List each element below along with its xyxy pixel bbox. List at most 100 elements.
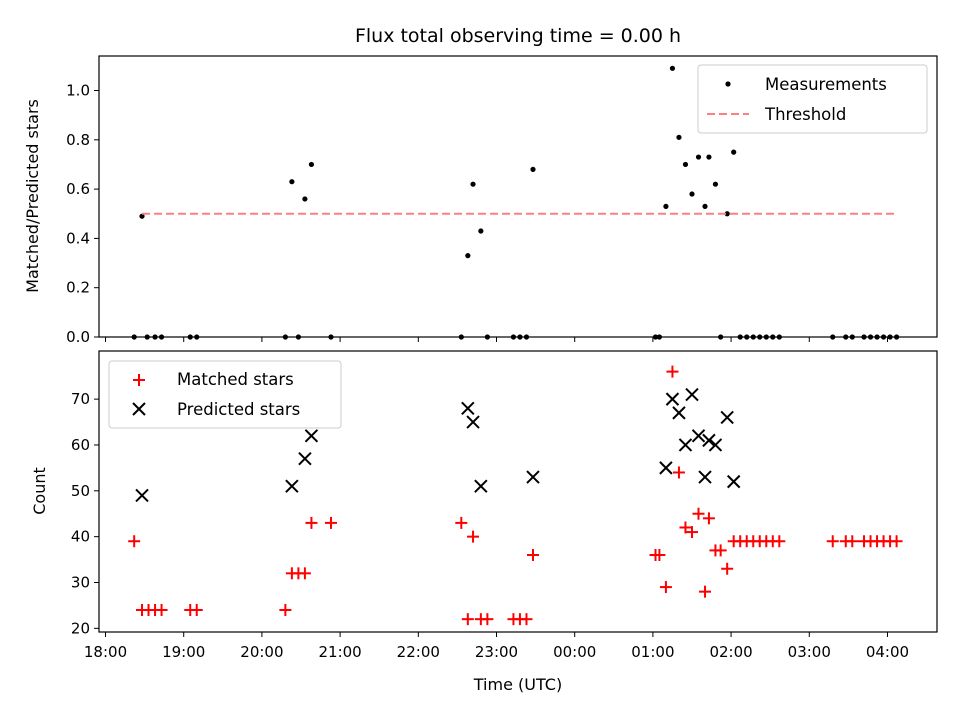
count-plot-frame (98, 350, 938, 633)
measurement-point (139, 213, 145, 219)
x-tick-label: 18:00 (84, 643, 127, 661)
matched-point (699, 585, 712, 598)
legend-predicted-marker (132, 402, 146, 416)
matched-point (298, 567, 311, 580)
measurement-point (470, 181, 476, 187)
y-tick-label: 0.2 (66, 279, 90, 297)
x-axis-label: Time (UTC) (473, 675, 562, 694)
x-tick-label: 19:00 (162, 643, 205, 661)
matched-point (520, 613, 533, 626)
count-x-axis: 18:00 19:00 20:00 21:00 22:00 23:00 00:00 01:00… (84, 632, 909, 661)
y-tick-label: 30 (71, 573, 90, 591)
matched-point (679, 521, 692, 534)
predicted-point (304, 429, 319, 443)
predicted-point (698, 470, 712, 484)
x-tick-label: 01:00 (631, 643, 674, 661)
count-legend: Matched stars Predicted stars (108, 360, 342, 429)
matched-point (721, 562, 734, 575)
y-tick-label: 0.8 (66, 131, 90, 149)
measurement-point (663, 203, 669, 209)
matched-point (461, 613, 474, 626)
measurement-point (695, 154, 702, 160)
measurement-point (676, 134, 682, 140)
y-tick-label: 50 (71, 482, 90, 500)
legend-measurements-marker (725, 81, 731, 87)
matched-point (279, 603, 292, 616)
measurement-point (689, 191, 695, 197)
legend-predicted-label: Predicted stars (177, 400, 300, 419)
predicted-point (691, 429, 706, 443)
y-tick-label: 1.0 (66, 82, 90, 100)
predicted-point (474, 479, 488, 493)
measurement-point (669, 65, 676, 71)
matched-point (659, 581, 672, 594)
matched-point (155, 603, 168, 616)
x-tick-label: 00:00 (553, 643, 596, 661)
matched-point (128, 535, 141, 548)
matched-point (481, 613, 494, 626)
measurement-point (302, 196, 308, 202)
x-tick-label: 04:00 (866, 643, 909, 661)
predicted-point (702, 433, 716, 448)
legend-matched-label: Matched stars (177, 370, 294, 389)
predicted-point (685, 387, 699, 402)
ratio-points-layer (131, 65, 900, 340)
count-legend-box (108, 360, 342, 429)
matched-point (714, 544, 727, 557)
matched-point (846, 535, 859, 548)
y-tick-label: 0.0 (66, 328, 90, 346)
matched-point (305, 516, 318, 529)
measurement-point (712, 181, 719, 187)
measurement-point (465, 253, 471, 259)
y-tick-label: 40 (71, 528, 90, 546)
count-y-axis: 20 30 40 50 60 70 (71, 390, 99, 637)
measurement-point (478, 228, 484, 234)
measurement-point (724, 211, 730, 217)
predicted-point (298, 452, 312, 466)
matched-point (467, 530, 480, 543)
predicted-point (285, 479, 299, 493)
matched-point (526, 548, 539, 561)
x-tick-label: 03:00 (788, 643, 831, 661)
chart-title: Flux total observing time = 0.00 h (355, 25, 681, 47)
legend-measurements-label: Measurements (765, 75, 887, 94)
matched-point (455, 516, 468, 529)
measurement-point (731, 149, 737, 155)
x-tick-label: 21:00 (318, 643, 361, 661)
matched-point (692, 507, 705, 520)
matched-point (653, 548, 666, 561)
ratio-y-axis: 0.0 0.2 0.4 0.6 0.8 1.0 (66, 82, 99, 346)
count-panel: 20 30 40 50 60 70 18:00 19:00 20:00 21:00 22:00 23… (30, 350, 938, 661)
measurement-point (308, 161, 315, 168)
y-tick-label: 60 (71, 436, 90, 454)
matched-point (685, 526, 698, 539)
predicted-point (135, 488, 149, 503)
y-tick-label: 0.4 (66, 229, 90, 247)
ratio-panel: 0.0 0.2 0.4 0.6 0.8 1.0 Matched/Predicted sta… (23, 55, 938, 346)
ratio-legend: Measurements Threshold (697, 64, 928, 134)
matched-point (773, 535, 786, 548)
matched-point (890, 535, 903, 548)
ratio-plot-frame (98, 55, 938, 338)
predicted-point (659, 461, 673, 475)
predicted-point (461, 401, 475, 416)
matched-point (672, 466, 685, 479)
ratio-x-axis (105, 337, 888, 342)
x-tick-label: 20:00 (240, 643, 283, 661)
matched-point (324, 516, 337, 529)
predicted-point (665, 392, 680, 406)
x-tick-label: 22:00 (397, 643, 440, 661)
x-tick-label: 02:00 (709, 643, 752, 661)
predicted-point (708, 438, 723, 452)
legend-matched-marker (133, 374, 145, 386)
y-tick-label: 0.6 (66, 180, 90, 198)
count-points-layer (128, 365, 903, 626)
measurement-point (702, 203, 708, 209)
predicted-point (526, 470, 540, 484)
predicted-point (678, 438, 693, 452)
x-tick-label: 23:00 (475, 643, 518, 661)
measurement-point (682, 161, 689, 168)
count-y-axis-label: Count (30, 467, 49, 515)
predicted-point (672, 406, 686, 420)
